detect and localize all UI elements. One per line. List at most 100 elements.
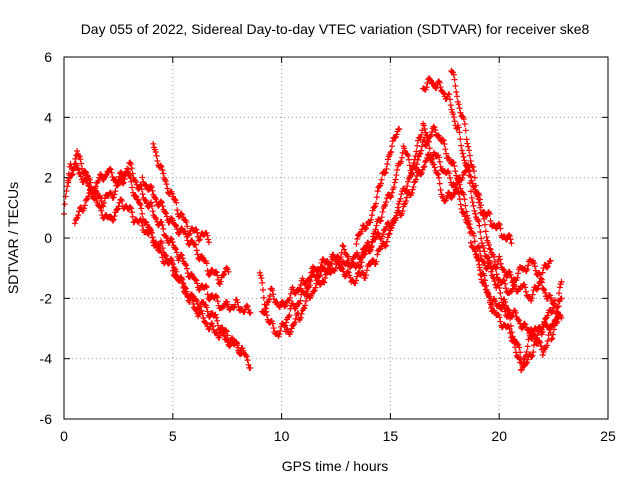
data-point [550, 300, 557, 307]
data-point [261, 301, 268, 308]
data-point [448, 106, 455, 113]
data-point [215, 322, 222, 329]
data-point [437, 84, 444, 91]
data-point [129, 184, 136, 191]
x-tick-label: 10 [274, 428, 290, 444]
data-point [333, 261, 340, 268]
data-point [341, 246, 348, 253]
data-point [452, 168, 459, 175]
data-point [467, 157, 474, 164]
data-point [133, 193, 140, 200]
data-point [547, 295, 554, 302]
data-point [544, 312, 551, 319]
data-point [439, 136, 446, 143]
data-point [427, 76, 434, 83]
data-point [422, 159, 429, 166]
data-point [550, 331, 557, 338]
data-point [485, 242, 492, 249]
data-point [456, 105, 463, 112]
data-point [78, 160, 85, 167]
series-track-11 [353, 125, 403, 247]
data-point [203, 260, 210, 267]
data-point [539, 352, 546, 359]
data-point [168, 236, 175, 243]
data-point [556, 290, 563, 297]
data-point [436, 79, 443, 86]
data-point [451, 190, 458, 197]
data-point [332, 265, 339, 272]
data-point [179, 255, 186, 262]
data-point [173, 199, 180, 206]
data-point [477, 204, 484, 211]
data-point [108, 169, 115, 176]
data-point [538, 279, 545, 286]
data-point [193, 297, 200, 304]
data-point [380, 231, 387, 238]
data-point [507, 322, 514, 329]
data-point [482, 282, 489, 289]
data-point [405, 156, 412, 163]
data-point [178, 210, 185, 217]
data-point [119, 180, 126, 187]
data-point [398, 158, 405, 165]
data-point [172, 245, 179, 252]
data-point [269, 320, 276, 327]
data-point [375, 184, 382, 191]
data-point [165, 259, 172, 266]
data-point [68, 172, 75, 179]
series-track-4 [150, 140, 212, 246]
data-point [302, 298, 309, 305]
data-point [486, 210, 493, 217]
data-point [470, 167, 477, 174]
data-point [202, 282, 209, 289]
data-point [160, 170, 167, 177]
data-point [480, 212, 487, 219]
data-point [451, 76, 458, 83]
data-point [383, 199, 390, 206]
data-point [390, 184, 397, 191]
data-point [390, 135, 397, 142]
data-point [435, 78, 442, 85]
data-point [502, 285, 509, 292]
data-point [460, 191, 467, 198]
data-point [111, 191, 118, 198]
data-point [355, 232, 362, 239]
data-point [224, 301, 231, 308]
data-point [158, 199, 165, 206]
data-point [79, 165, 86, 172]
data-point [181, 284, 188, 291]
y-tick-label: 2 [44, 170, 52, 186]
data-point [220, 303, 227, 310]
data-point [432, 85, 439, 92]
data-point [461, 168, 468, 175]
data-point [531, 260, 538, 267]
series-track-12 [474, 243, 565, 317]
data-point [243, 353, 250, 360]
data-point [238, 350, 245, 357]
data-point [93, 196, 100, 203]
x-tick-label: 20 [491, 428, 507, 444]
data-point [529, 352, 536, 359]
data-point [205, 236, 212, 243]
data-point [322, 271, 329, 278]
data-point [97, 194, 104, 201]
data-point [112, 188, 119, 195]
data-point [132, 177, 139, 184]
data-point [406, 162, 413, 169]
data-point [171, 196, 178, 203]
data-point [339, 242, 346, 249]
data-point [205, 239, 212, 246]
data-point [158, 219, 165, 226]
data-point [421, 163, 428, 170]
data-point [159, 166, 166, 173]
data-point [531, 342, 538, 349]
data-point [493, 271, 500, 278]
data-point [384, 160, 391, 167]
data-point [382, 243, 389, 250]
data-point [303, 288, 310, 295]
data-point [518, 325, 525, 332]
data-point [394, 209, 401, 216]
data-point [114, 180, 121, 187]
data-point [446, 96, 453, 103]
data-point [344, 268, 351, 275]
